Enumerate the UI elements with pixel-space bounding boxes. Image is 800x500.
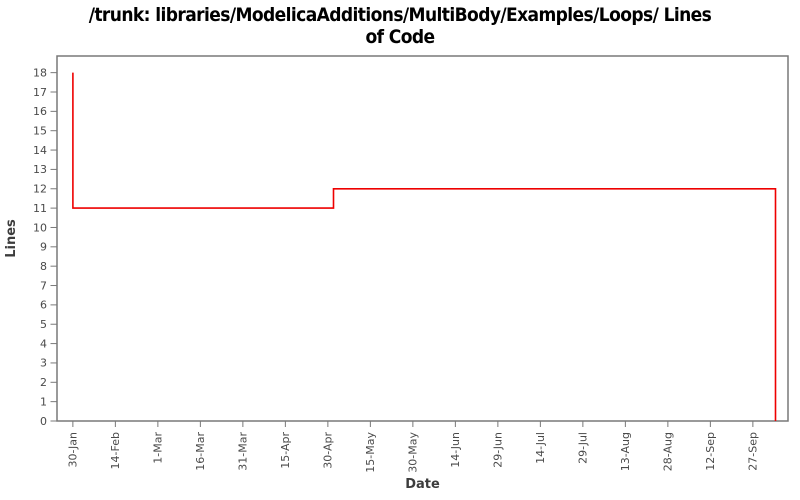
y-tick-label: 1 bbox=[40, 395, 47, 408]
x-tick-label: 14-Feb bbox=[109, 432, 122, 469]
x-tick-label: 14-Jun bbox=[449, 432, 462, 468]
y-tick-label: 17 bbox=[33, 86, 47, 99]
y-tick-label: 6 bbox=[40, 299, 47, 312]
y-axis-title: Lines bbox=[4, 219, 19, 258]
y-tick-label: 18 bbox=[33, 66, 47, 79]
chart-title: /trunk: libraries/ModelicaAdditions/Mult… bbox=[0, 4, 800, 48]
y-tick-label: 4 bbox=[40, 337, 47, 350]
loc-series-line bbox=[72, 72, 777, 421]
x-tick-label: 30-Jan bbox=[66, 432, 79, 468]
y-tick-label: 16 bbox=[33, 105, 47, 118]
x-tick-label: 15-Apr bbox=[279, 432, 292, 469]
x-tick-label: 30-Apr bbox=[321, 432, 334, 469]
y-tick-label: 13 bbox=[33, 163, 47, 176]
y-tick-label: 3 bbox=[40, 357, 47, 370]
y-tick-label: 15 bbox=[33, 125, 47, 138]
y-tick-label: 11 bbox=[33, 202, 47, 215]
x-tick-label: 16-Mar bbox=[194, 432, 207, 471]
y-tick-label: 2 bbox=[40, 376, 47, 389]
x-tick-label: 1-Mar bbox=[151, 432, 164, 464]
x-tick-label: 14-Jul bbox=[534, 432, 547, 464]
y-tick-label: 9 bbox=[40, 241, 47, 254]
x-tick-label: 30-May bbox=[406, 432, 419, 473]
x-tick-label: 13-Aug bbox=[619, 432, 632, 471]
x-tick-label: 29-Jul bbox=[576, 432, 589, 464]
x-tick-label: 29-Jun bbox=[491, 432, 504, 468]
y-tick-label: 10 bbox=[33, 221, 47, 234]
x-tick-label: 12-Sep bbox=[704, 432, 717, 471]
y-tick-label: 5 bbox=[40, 318, 47, 331]
chart-title-line2: of Code bbox=[365, 26, 435, 48]
chart-title-line1: /trunk: libraries/ModelicaAdditions/Mult… bbox=[88, 4, 712, 26]
x-tick-label: 27-Sep bbox=[746, 432, 759, 471]
y-tick-label: 0 bbox=[40, 415, 47, 428]
y-tick-label: 14 bbox=[33, 144, 47, 157]
y-tick-label: 12 bbox=[33, 183, 47, 196]
x-axis-title: Date bbox=[405, 477, 440, 492]
y-tick-label: 8 bbox=[40, 260, 47, 273]
x-tick-label: 28-Aug bbox=[661, 432, 674, 471]
x-tick-label: 31-Mar bbox=[236, 432, 249, 471]
plot-border bbox=[56, 55, 789, 422]
y-tick-label: 7 bbox=[40, 279, 47, 292]
x-tick-label: 15-May bbox=[364, 432, 377, 473]
